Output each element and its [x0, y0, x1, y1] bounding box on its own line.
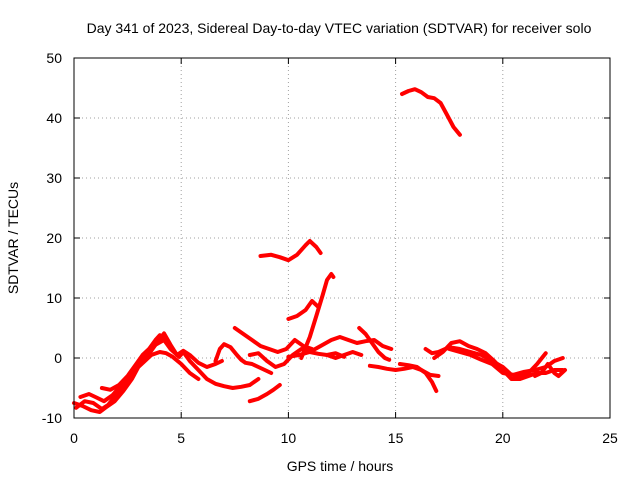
y-axis-label: SDTVAR / TECUs — [5, 182, 21, 294]
x-tick-label: 20 — [495, 430, 511, 446]
series-line-s17 — [397, 362, 439, 393]
series-group — [72, 87, 567, 414]
x-tick-label: 15 — [388, 430, 404, 446]
y-tick-label: -10 — [42, 410, 62, 426]
series-line-s4 — [99, 333, 166, 392]
series-line-s13 — [286, 335, 394, 359]
series-line-s19 — [423, 345, 548, 378]
y-tick-label: 50 — [46, 50, 62, 66]
x-tick-label: 5 — [177, 430, 185, 446]
y-tick-label: 40 — [46, 110, 62, 126]
y-tick-label: 30 — [46, 170, 62, 186]
series-line-s14 — [325, 350, 364, 360]
axis-ticks: 0 5 10 15 20 25 -10 0 10 20 30 40 50 — [42, 50, 618, 446]
series-line-s9 — [247, 383, 282, 404]
x-tick-label: 10 — [281, 430, 297, 446]
series-line-s15 — [357, 326, 392, 362]
grid-lines — [74, 58, 610, 418]
chart-title: Day 341 of 2023, Sidereal Day-to-day VTE… — [87, 20, 592, 36]
series-line-s6 — [213, 342, 274, 375]
y-tick-label: 10 — [46, 290, 62, 306]
series-line-s22 — [533, 362, 567, 378]
y-tick-label: 0 — [54, 350, 62, 366]
x-tick-label: 25 — [602, 430, 618, 446]
series-line-s7 — [232, 326, 314, 354]
x-tick-label: 0 — [70, 430, 78, 446]
series-line-s11 — [286, 299, 321, 321]
y-tick-label: 20 — [46, 230, 62, 246]
x-axis-label: GPS time / hours — [287, 458, 394, 474]
series-line-s12 — [299, 272, 336, 360]
series-line-s5 — [177, 350, 261, 390]
series-line-s18 — [400, 87, 462, 137]
series-line-s10 — [258, 239, 323, 263]
